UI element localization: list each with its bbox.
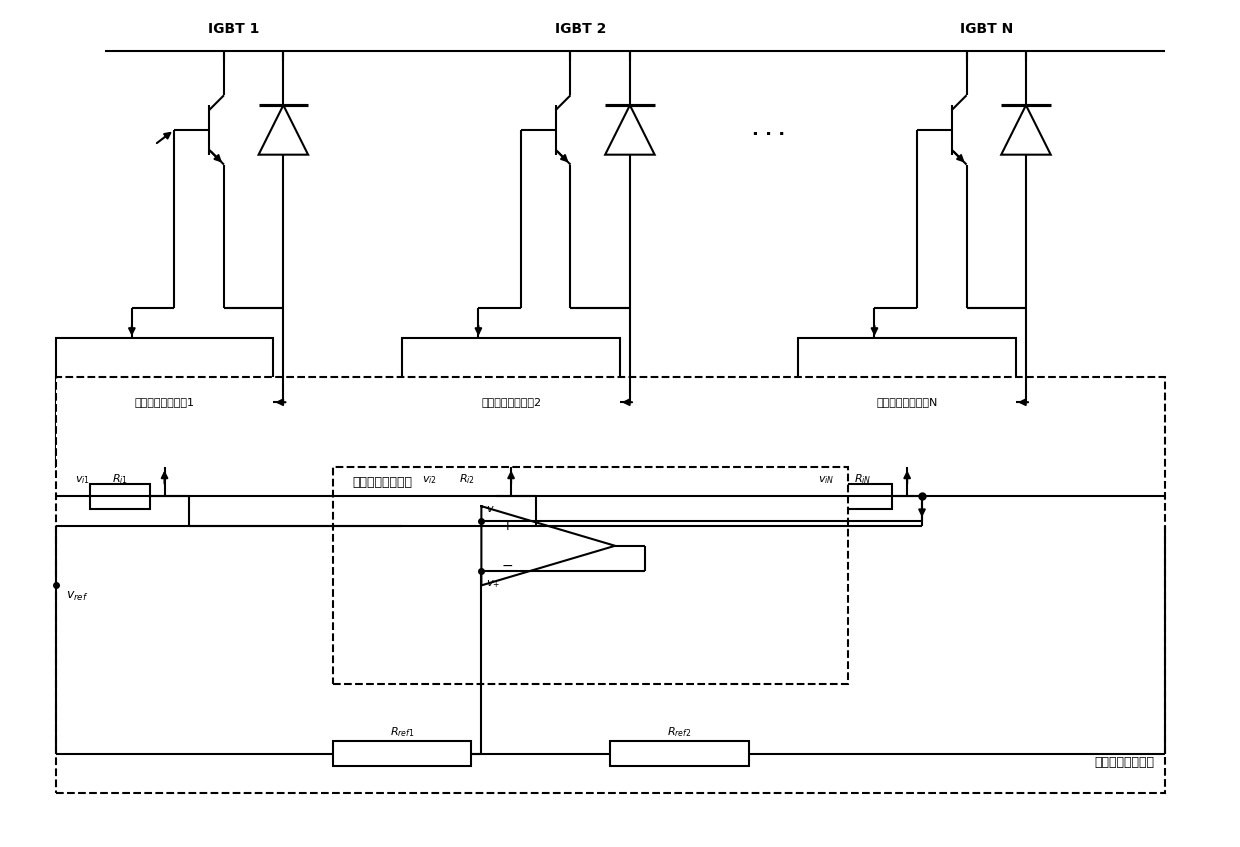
Text: IGBT N: IGBT N [960,22,1013,36]
Text: IGBT 2: IGBT 2 [554,22,606,36]
Text: IGBT 1: IGBT 1 [208,22,259,36]
Text: −: − [501,558,513,573]
Bar [833,484,893,509]
Text: $v_{+}$: $v_{+}$ [486,579,501,590]
Polygon shape [259,105,308,155]
Bar [332,467,848,684]
Text: $v_{iN}$: $v_{iN}$ [818,474,835,486]
Text: $R_{iN}$: $R_{iN}$ [854,473,872,486]
Bar [56,338,274,467]
Bar [332,741,471,766]
Polygon shape [1001,105,1050,155]
Bar [56,378,1164,794]
Text: $v_{-}$: $v_{-}$ [486,503,501,513]
Text: 本地反馈控制电路2: 本地反馈控制电路2 [481,397,541,407]
Bar [799,338,1016,467]
Text: $R_{ref1}$: $R_{ref1}$ [389,725,414,739]
Text: 本地反馈控制电路1: 本地反馈控制电路1 [134,397,195,407]
Text: $v_{i2}$: $v_{i2}$ [422,474,436,486]
Text: 参考信号放大电路: 参考信号放大电路 [352,477,413,490]
Bar [402,338,620,467]
Bar [610,741,749,766]
Text: 参考信号计算电路: 参考信号计算电路 [1095,756,1154,768]
Bar [436,484,496,509]
Text: +: + [501,519,513,533]
Text: $R_{ref2}$: $R_{ref2}$ [667,725,692,739]
Text: $R_{i2}$: $R_{i2}$ [459,473,475,486]
Text: $R_{i1}$: $R_{i1}$ [112,473,128,486]
Text: . . .: . . . [751,121,785,139]
Polygon shape [605,105,655,155]
Bar [91,484,150,509]
Text: $v_{i1}$: $v_{i1}$ [76,474,91,486]
Text: $v_{ref}$: $v_{ref}$ [66,590,88,603]
Text: 本地反馈控制电路N: 本地反馈控制电路N [877,397,937,407]
